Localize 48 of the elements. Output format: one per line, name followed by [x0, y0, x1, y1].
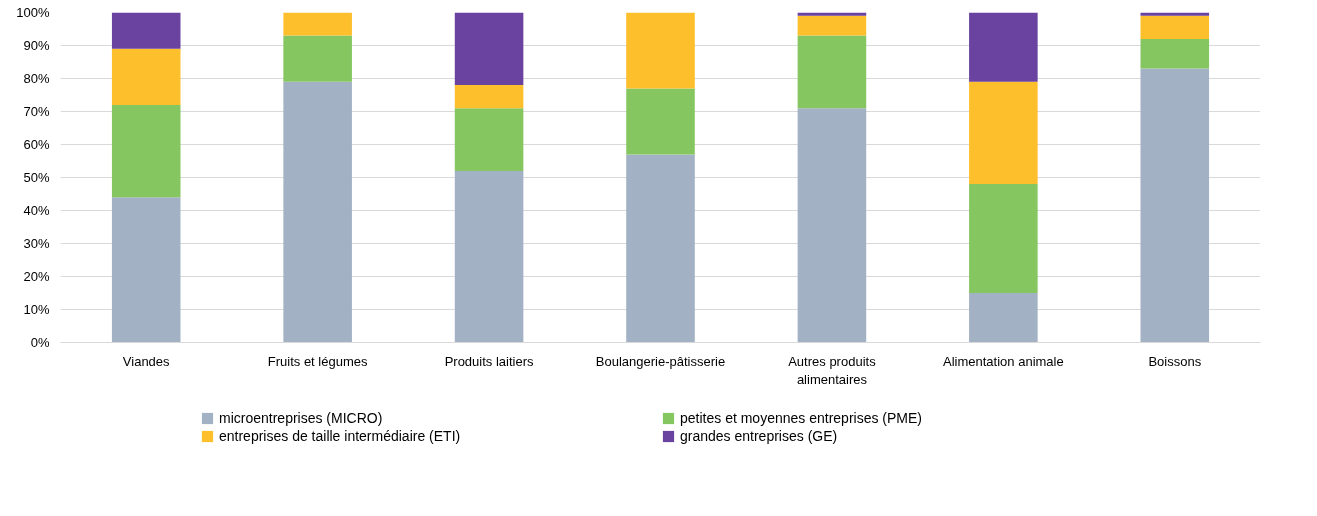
- y-tick-label: 60%: [23, 137, 50, 152]
- y-tick-label: 40%: [23, 203, 50, 218]
- bar: [111, 104, 181, 198]
- bar: [797, 35, 867, 109]
- legend-label: entreprises de taille intermédiaire (ETI): [219, 427, 462, 444]
- bar: [1140, 68, 1210, 343]
- bar: [111, 197, 181, 343]
- bar: [969, 12, 1038, 82]
- y-tick-label: 50%: [23, 170, 50, 185]
- bar: [969, 81, 1038, 185]
- bar: [969, 293, 1038, 343]
- x-tick-label: Alimentation animale: [943, 353, 1064, 369]
- x-tick-label: Fruits et légumes: [267, 353, 368, 369]
- bar: [111, 48, 181, 105]
- legend-label: petites et moyennes entreprises (PME): [680, 409, 923, 426]
- y-tick-label: 30%: [23, 236, 50, 251]
- x-tick-label: Autres produits alimentaires: [788, 353, 877, 387]
- bar: [626, 12, 695, 89]
- bar: [454, 85, 524, 109]
- y-tick-label: 80%: [23, 71, 50, 86]
- bar: [454, 12, 524, 86]
- y-tick-label: 90%: [23, 38, 50, 53]
- y-tick-label: 70%: [23, 104, 50, 119]
- x-tick-label: Viandes: [122, 353, 171, 369]
- legend-label: grandes entreprises (GE): [680, 427, 839, 444]
- x-tick-label: Produits laitiers: [444, 353, 535, 369]
- bar: [797, 12, 867, 16]
- bar: [454, 108, 524, 171]
- bar: [1140, 15, 1210, 39]
- y-tick-label: 100%: [16, 5, 50, 20]
- x-tick-label: Boulangerie-pâtisserie: [595, 353, 726, 369]
- bar: [969, 184, 1038, 293]
- legend-label: microentreprises (MICRO): [219, 409, 384, 426]
- bar: [283, 12, 352, 36]
- bar: [283, 81, 352, 343]
- x-tick-label: Boissons: [1148, 353, 1202, 369]
- bar: [454, 170, 524, 343]
- bar: [1140, 38, 1210, 69]
- y-tick-label: 10%: [23, 302, 50, 317]
- bar: [626, 88, 695, 155]
- bar: [1140, 12, 1210, 16]
- bar: [626, 154, 695, 343]
- bar: [111, 12, 181, 49]
- bar: [797, 108, 867, 343]
- y-tick-label: 0%: [30, 335, 50, 350]
- bar: [797, 15, 867, 36]
- y-tick-label: 20%: [23, 269, 50, 284]
- bar: [283, 35, 352, 82]
